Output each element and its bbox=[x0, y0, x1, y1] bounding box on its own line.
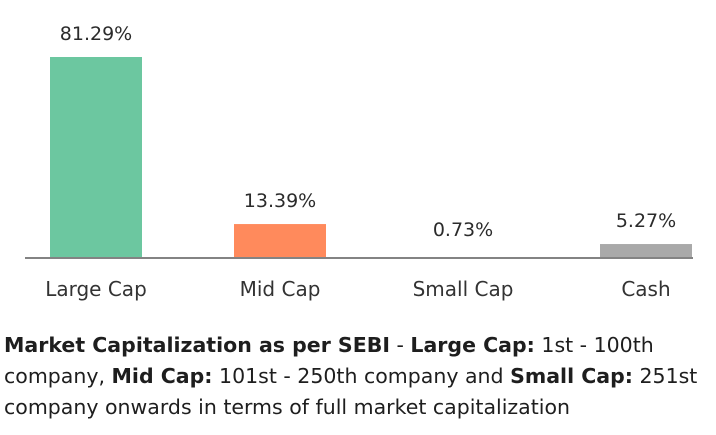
footnote-mid-cap-text: 101st - 250th company and bbox=[212, 364, 511, 388]
bar-large-cap bbox=[50, 57, 142, 257]
footnote-small-cap-label: Small Cap: bbox=[510, 364, 633, 388]
bar-cash bbox=[600, 244, 692, 257]
footnote-small-cap-text: 251st company onwards in terms of full m… bbox=[4, 364, 698, 419]
bar-mid-cap bbox=[234, 224, 326, 257]
footnote-large-cap-label: Large Cap: bbox=[410, 333, 535, 357]
value-label-small-cap: 0.73% bbox=[433, 219, 493, 241]
category-labels-group: Large Cap Mid Cap Small Cap Cash bbox=[45, 277, 670, 301]
value-labels-group: 81.29% 13.39% 0.73% 5.27% bbox=[60, 23, 676, 241]
market-cap-bar-chart: 81.29% 13.39% 0.73% 5.27% Large Cap Mid Cap S… bbox=[25, 23, 693, 301]
market-cap-footnote: Market Capitalization as per SEBI - Larg… bbox=[4, 330, 710, 423]
footnote-heading: Market Capitalization as per SEBI bbox=[4, 333, 390, 357]
value-label-mid-cap: 13.39% bbox=[244, 190, 316, 212]
value-label-cash: 5.27% bbox=[616, 210, 676, 232]
footnote-large-cap-text: 1st - 100th company, bbox=[4, 333, 654, 388]
category-label-cash: Cash bbox=[621, 277, 670, 301]
category-label-mid-cap: Mid Cap bbox=[240, 277, 321, 301]
category-label-large-cap: Large Cap bbox=[45, 277, 147, 301]
value-label-large-cap: 81.29% bbox=[60, 23, 132, 45]
category-label-small-cap: Small Cap bbox=[413, 277, 514, 301]
footnote-mid-cap-label: Mid Cap: bbox=[111, 364, 213, 388]
bars-group bbox=[50, 57, 692, 257]
footnote-separator: - bbox=[389, 333, 411, 357]
